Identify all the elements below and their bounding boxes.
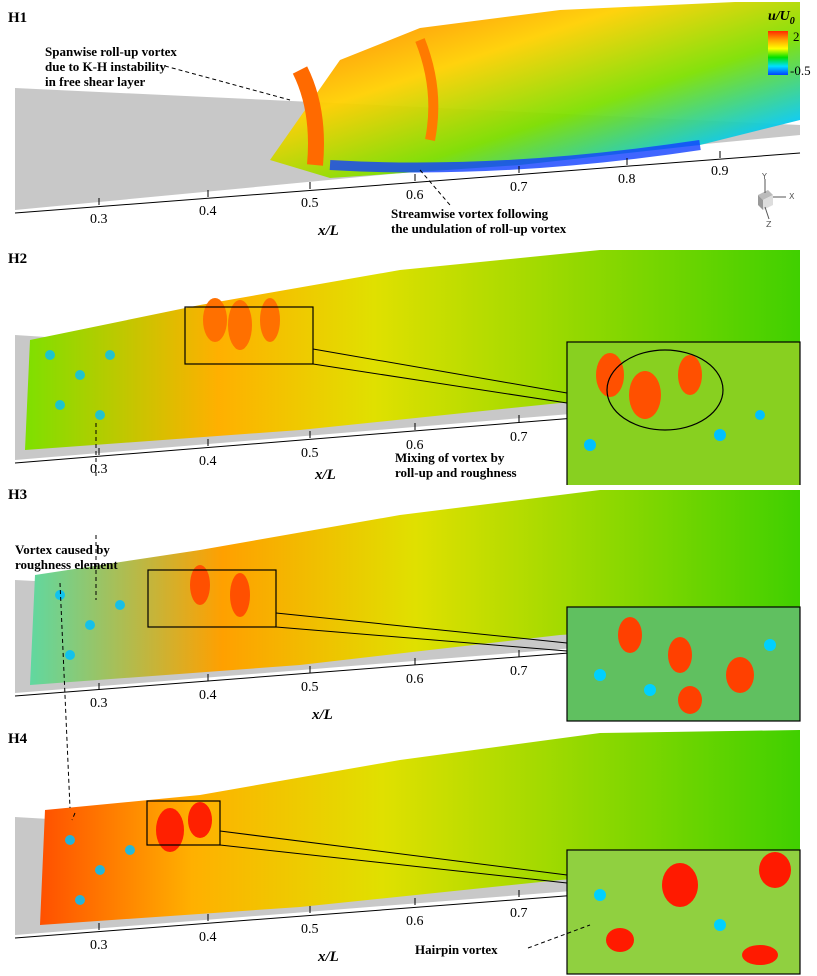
tick-label: 0.6	[406, 188, 424, 203]
panel-h1: H1 Spanwise roll-up vortex due to K-H in…	[0, 0, 817, 245]
tick-label: 0.6	[406, 438, 424, 453]
x-axis-label: x/L	[318, 223, 339, 239]
h2-vortex-field	[25, 250, 800, 450]
tick-label: 0.4	[199, 454, 217, 469]
x-axis-label: x/L	[315, 467, 336, 483]
annotation-streamwise: Streamwise vortex following the undulati…	[391, 206, 567, 236]
panel-label: H1	[8, 10, 28, 26]
triad-z: Z	[766, 220, 772, 229]
tick-label: 0.7	[510, 664, 528, 679]
h3-vortex-field	[30, 490, 800, 685]
x-axis-label: x/L	[312, 707, 333, 723]
tick-label: 0.6	[406, 672, 424, 687]
axes-triad-icon	[758, 179, 786, 220]
h4-vortex-visualization	[14, 730, 801, 975]
annotation-spanwise: Spanwise roll-up vortex due to K-H insta…	[45, 44, 177, 89]
colorbar-min: -0.5	[790, 63, 811, 78]
tick-label: 0.7	[510, 430, 528, 445]
tick-label: 0.5	[301, 680, 319, 695]
tick-label: 0.3	[90, 212, 108, 227]
colorbar-title: u/U0	[768, 9, 795, 27]
zoom-box	[146, 800, 221, 846]
tick-label: 0.8	[618, 172, 636, 187]
triad-x: X	[789, 192, 795, 201]
panel-h2: H2 0.3 0.4 0.5 0.6 0.7 x/L Mixing of vor…	[0, 245, 817, 485]
tick-label: 0.5	[301, 446, 319, 461]
panel-label: H4	[8, 731, 28, 747]
h1-vortex-visualization	[14, 2, 801, 214]
tick-label: 0.7	[510, 180, 528, 195]
triad-y: Y	[762, 172, 767, 181]
panel-h4: H4 0.3 0.4 0.5 0.6 0.7 x/L Hairpin vorte…	[0, 725, 817, 976]
tick-label: 0.3	[90, 696, 108, 711]
x-axis-label: x/L	[318, 949, 339, 965]
annotation-mixing: Mixing of vortex by roll-up and roughnes…	[395, 450, 517, 480]
tick-label: 0.4	[199, 204, 217, 219]
panel-label: H3	[8, 487, 28, 503]
zoom-box	[184, 306, 314, 365]
h3-vortex-visualization	[14, 490, 801, 722]
tick-label: 0.9	[711, 164, 729, 179]
tick-label: 0.3	[90, 938, 108, 953]
tick-label: 0.6	[406, 914, 424, 929]
h1-vortex-field	[270, 2, 800, 178]
h2-vortex-visualization	[14, 250, 801, 485]
annotation-roughness: Vortex caused by roughness element	[15, 542, 118, 572]
colorbar-max: 2	[793, 29, 800, 44]
tick-label: 0.4	[199, 688, 217, 703]
annotation-hairpin: Hairpin vortex	[415, 942, 498, 957]
tick-label: 0.5	[301, 196, 319, 211]
tick-label: 0.5	[301, 922, 319, 937]
zoom-box	[147, 569, 277, 628]
tick-label: 0.7	[510, 906, 528, 921]
tick-label: 0.3	[90, 462, 108, 477]
tick-label: 0.4	[199, 930, 217, 945]
colorbar	[768, 31, 788, 75]
panel-label: H2	[8, 251, 28, 267]
panel-h3: H3 Vortex caused by roughness element 0.…	[0, 485, 817, 725]
